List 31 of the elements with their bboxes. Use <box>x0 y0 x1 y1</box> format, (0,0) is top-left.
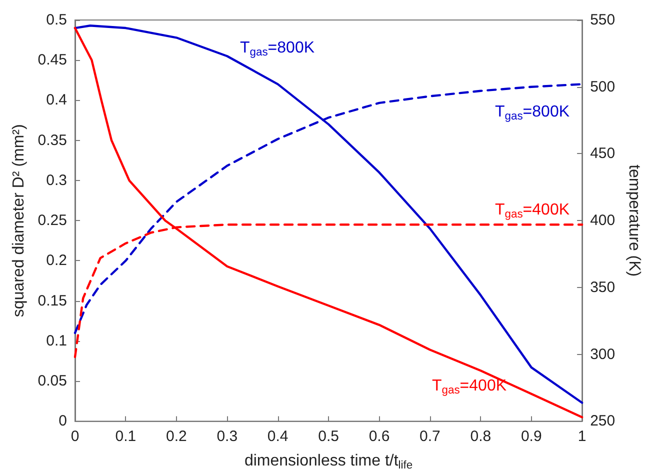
x-tick-label: 0.8 <box>470 428 492 446</box>
x-tick-label: 0.6 <box>368 428 390 446</box>
x-tick-label: 1 <box>578 428 586 446</box>
y-tick-label: 0.4 <box>46 92 67 109</box>
x-tick-label: 0.1 <box>115 428 136 446</box>
y-tick-label: 0.25 <box>38 212 67 230</box>
y2-tick-label: 550 <box>590 12 616 28</box>
y2-axis-title: temperature (K) <box>626 164 642 277</box>
y2-tick-label: 350 <box>590 278 616 296</box>
x-tick-label: 0.5 <box>318 428 339 446</box>
y2-tick-label: 450 <box>590 145 616 162</box>
y-tick-label: 0.45 <box>38 52 67 69</box>
y-tick-label: 0 <box>58 412 67 430</box>
y2-tick-label: 400 <box>590 212 616 230</box>
y2-tick-label: 500 <box>590 78 616 96</box>
y-tick-label: 0.3 <box>46 172 67 189</box>
y-tick-label: 0.15 <box>38 292 67 310</box>
y-tick-label: 0.1 <box>46 332 67 350</box>
x-tick-label: 0 <box>70 428 80 446</box>
y2-tick-label: 300 <box>590 346 616 363</box>
y-tick-label: 0.2 <box>46 252 67 270</box>
x-tick-label: 0.7 <box>420 428 440 446</box>
y-tick-label: 0.35 <box>38 132 67 149</box>
x-tick-label: 0.2 <box>166 428 187 446</box>
x-tick-label: 0.3 <box>216 428 238 446</box>
y-axis-title: squared diameter D² (mm²) <box>10 124 28 318</box>
y-tick-label: 0.05 <box>38 372 67 390</box>
y2-tick-label: 250 <box>590 412 616 430</box>
x-tick-label: 0.4 <box>267 428 288 446</box>
x-tick-label: 0.9 <box>520 428 542 446</box>
y-tick-label: 0.5 <box>46 12 67 28</box>
